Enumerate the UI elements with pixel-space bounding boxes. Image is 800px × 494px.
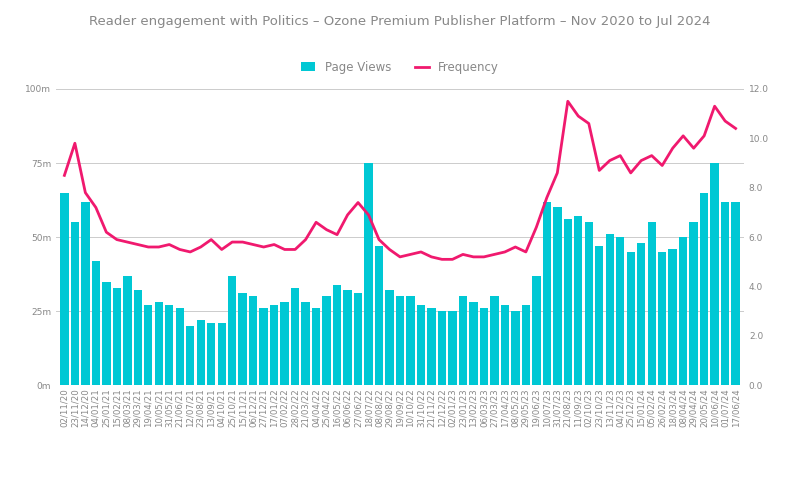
- Bar: [690, 222, 698, 385]
- Bar: [60, 193, 69, 385]
- Bar: [154, 302, 163, 385]
- Bar: [647, 222, 656, 385]
- Bar: [113, 288, 121, 385]
- Bar: [70, 222, 79, 385]
- Bar: [574, 216, 582, 385]
- Bar: [322, 296, 330, 385]
- Bar: [458, 296, 467, 385]
- Bar: [731, 202, 740, 385]
- Bar: [490, 296, 498, 385]
- Bar: [333, 285, 342, 385]
- Bar: [721, 202, 730, 385]
- Bar: [710, 163, 719, 385]
- Bar: [386, 290, 394, 385]
- Bar: [364, 163, 373, 385]
- Bar: [270, 305, 278, 385]
- Bar: [626, 252, 635, 385]
- Bar: [511, 311, 519, 385]
- Bar: [658, 252, 666, 385]
- Bar: [291, 288, 299, 385]
- Bar: [259, 308, 268, 385]
- Bar: [343, 290, 352, 385]
- Bar: [448, 311, 457, 385]
- Bar: [553, 207, 562, 385]
- Bar: [470, 302, 478, 385]
- Bar: [92, 261, 100, 385]
- Bar: [165, 305, 174, 385]
- Bar: [700, 193, 708, 385]
- Bar: [175, 308, 184, 385]
- Bar: [228, 276, 236, 385]
- Bar: [249, 296, 258, 385]
- Bar: [585, 222, 593, 385]
- Bar: [207, 323, 215, 385]
- Bar: [197, 320, 205, 385]
- Bar: [218, 323, 226, 385]
- Bar: [532, 276, 541, 385]
- Bar: [238, 293, 247, 385]
- Bar: [679, 237, 687, 385]
- Bar: [616, 237, 625, 385]
- Bar: [480, 308, 488, 385]
- Bar: [564, 219, 572, 385]
- Bar: [522, 305, 530, 385]
- Bar: [144, 305, 153, 385]
- Bar: [406, 296, 414, 385]
- Bar: [417, 305, 425, 385]
- Bar: [134, 290, 142, 385]
- Bar: [81, 202, 90, 385]
- Bar: [123, 276, 131, 385]
- Bar: [542, 202, 551, 385]
- Bar: [606, 234, 614, 385]
- Bar: [427, 308, 436, 385]
- Bar: [501, 305, 509, 385]
- Bar: [186, 326, 194, 385]
- Bar: [102, 282, 110, 385]
- Bar: [375, 246, 383, 385]
- Bar: [595, 246, 603, 385]
- Bar: [354, 293, 362, 385]
- Bar: [302, 302, 310, 385]
- Text: Reader engagement with Politics – Ozone Premium Publisher Platform – Nov 2020 to: Reader engagement with Politics – Ozone …: [90, 15, 710, 28]
- Bar: [396, 296, 404, 385]
- Bar: [637, 243, 646, 385]
- Bar: [438, 311, 446, 385]
- Bar: [312, 308, 320, 385]
- Legend: Page Views, Frequency: Page Views, Frequency: [296, 56, 504, 79]
- Bar: [669, 249, 677, 385]
- Bar: [281, 302, 289, 385]
